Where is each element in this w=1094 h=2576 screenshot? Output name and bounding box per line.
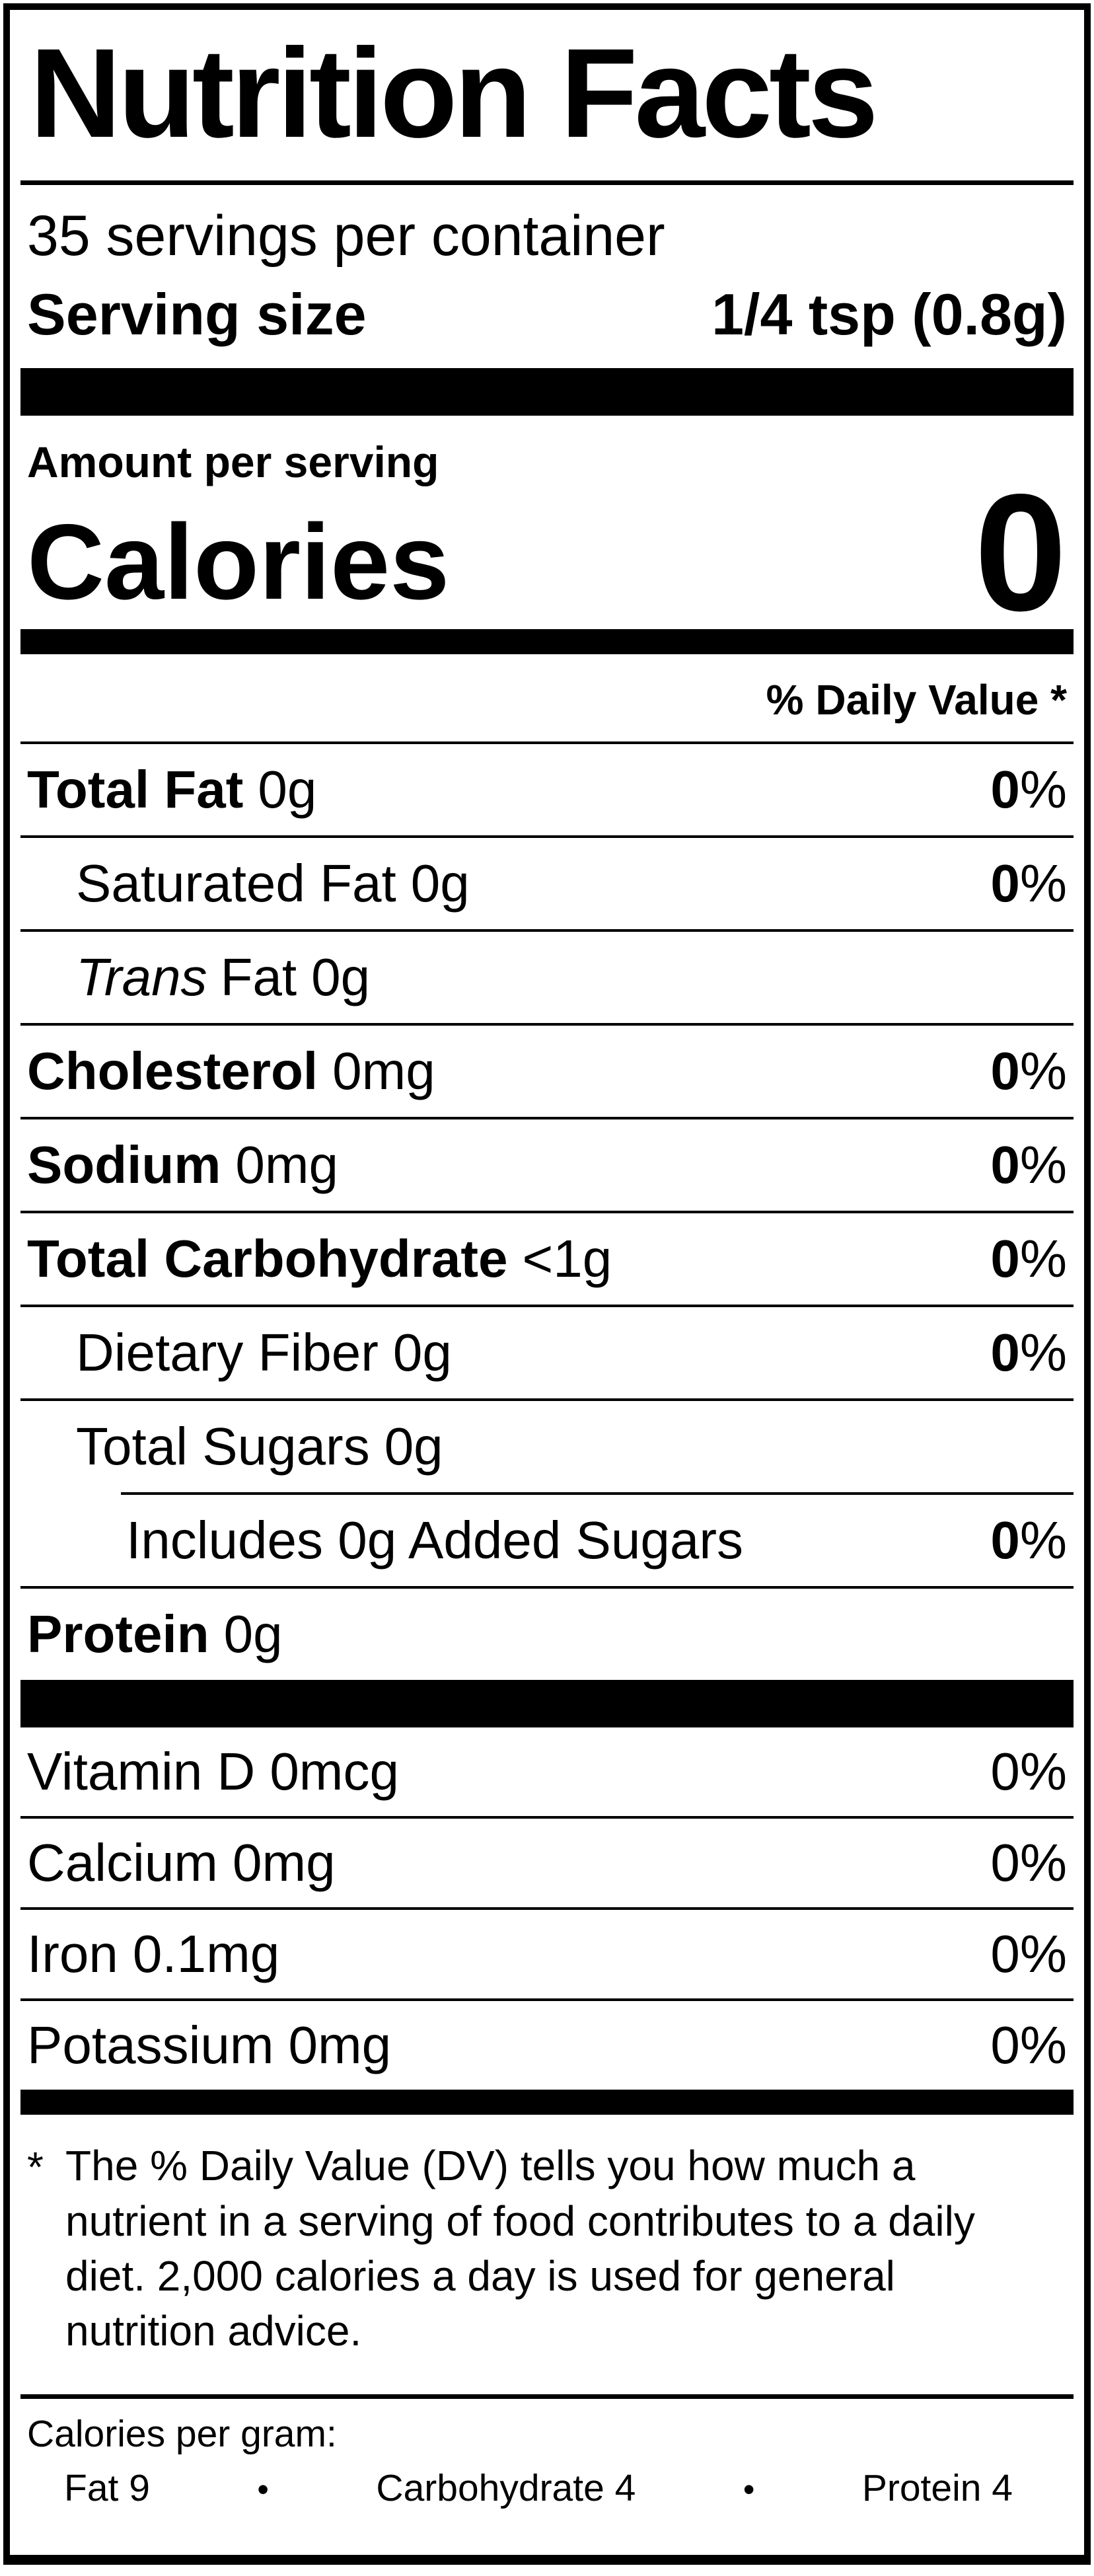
separator — [20, 1998, 1074, 2002]
nutrient-name-amount: Includes 0g Added Sugars — [126, 1511, 744, 1570]
separator-indented — [121, 1492, 1074, 1496]
calories-per-gram-line: Fat 9 • Carbohydrate 4 • Protein 4 — [20, 2456, 1074, 2535]
nutrient-name-amount: Calcium 0mg — [27, 1833, 336, 1893]
serving-size-row: Serving size 1/4 tsp (0.8g) — [20, 269, 1074, 368]
thick-bar-vitamins — [20, 1680, 1074, 1728]
nutrient-row-total-sugars: Total Sugars 0g — [20, 1401, 1074, 1492]
serving-size-value: 1/4 tsp (0.8g) — [711, 281, 1067, 347]
nutrient-name-amount: Total Sugars 0g — [76, 1417, 443, 1476]
daily-value: 0% — [990, 1511, 1067, 1570]
calories-value: 0 — [974, 459, 1067, 646]
servings-per-container: 35 servings per container — [27, 204, 665, 268]
separator — [20, 835, 1074, 839]
separator — [20, 929, 1074, 932]
calories-per-gram-heading: Calories per gram: — [27, 2413, 337, 2456]
daily-value: 0% — [990, 1042, 1067, 1101]
daily-value: 0% — [990, 1229, 1067, 1289]
footnote-asterisk: * — [27, 2143, 44, 2191]
nutrient-name-amount: Sodium 0mg — [27, 1135, 338, 1195]
nutrient-name-amount: Dietary Fiber 0g — [76, 1323, 452, 1383]
daily-value: 0% — [990, 760, 1067, 819]
amount-per-serving-label: Amount per serving — [27, 437, 439, 486]
thick-bar-top — [20, 367, 1074, 416]
bullet-separator: • — [743, 2471, 755, 2509]
separator — [20, 1211, 1074, 1214]
label-title: Nutrition Facts — [30, 22, 879, 164]
separator — [20, 741, 1074, 745]
nutrient-row-added-sugars: Includes 0g Added Sugars 0% — [20, 1495, 1074, 1586]
daily-value: 0% — [990, 1833, 1067, 1893]
daily-value: 0% — [990, 1742, 1067, 1801]
nutrient-row-cholesterol: Cholesterol 0mg 0% — [20, 1026, 1074, 1117]
footnote-text: The % Daily Value (DV) tells you how muc… — [65, 2142, 975, 2355]
separator — [20, 1023, 1074, 1026]
medium-bar-footnote — [20, 2090, 1074, 2115]
nutrient-name-amount: Vitamin D 0mcg — [27, 1742, 399, 1801]
bullet-separator: • — [257, 2471, 269, 2509]
nutrient-name-amount: Protein 0g — [27, 1605, 283, 1664]
nutrient-name-amount: Trans Fat 0g — [76, 948, 371, 1007]
daily-value: 0% — [990, 1135, 1067, 1195]
separator — [20, 1117, 1074, 1120]
nutrition-facts-label: Nutrition Facts 35 servings per containe… — [3, 3, 1091, 2565]
micronutrient-row-iron: Iron 0.1mg 0% — [20, 1910, 1074, 1998]
daily-value-header: % Daily Value * — [766, 676, 1067, 724]
separator — [20, 1816, 1074, 1819]
daily-value: 0% — [990, 1323, 1067, 1383]
footnote: * The % Daily Value (DV) tells you how m… — [20, 2115, 1074, 2394]
title-divider — [20, 180, 1074, 185]
footnote-divider — [20, 2394, 1074, 2400]
micronutrient-row-potassium: Potassium 0mg 0% — [20, 2001, 1074, 2090]
calories-row: Calories 0 — [20, 459, 1074, 646]
nutrient-name-amount: Total Carbohydrate <1g — [27, 1229, 612, 1289]
cpg-item-fat: Fat 9 — [64, 2467, 150, 2510]
nutrient-name-amount: Iron 0.1mg — [27, 1924, 280, 1984]
daily-value: 0% — [990, 854, 1067, 913]
separator — [20, 1907, 1074, 1911]
daily-value: 0% — [990, 1924, 1067, 1984]
micronutrient-row-calcium: Calcium 0mg 0% — [20, 1819, 1074, 1907]
nutrient-row-saturated-fat: Saturated Fat 0g 0% — [20, 838, 1074, 929]
separator — [20, 1398, 1074, 1402]
micronutrient-row-vitamin-d: Vitamin D 0mcg 0% — [20, 1727, 1074, 1816]
nutrient-name-amount: Total Fat 0g — [27, 760, 317, 819]
calories-label: Calories — [27, 502, 450, 623]
separator — [20, 1305, 1074, 1308]
nutrient-row-total-carbohydrate: Total Carbohydrate <1g 0% — [20, 1213, 1074, 1305]
cpg-item-protein: Protein 4 — [861, 2467, 1013, 2510]
separator — [20, 1586, 1074, 1589]
daily-value: 0% — [990, 2016, 1067, 2075]
nutrient-name-amount: Potassium 0mg — [27, 2016, 392, 2075]
nutrient-row-trans-fat: Trans Fat 0g — [20, 932, 1074, 1023]
nutrient-row-dietary-fiber: Dietary Fiber 0g 0% — [20, 1307, 1074, 1398]
nutrient-row-sodium: Sodium 0mg 0% — [20, 1119, 1074, 1211]
medium-bar-calories — [20, 629, 1074, 655]
nutrient-name-amount: Cholesterol 0mg — [27, 1042, 435, 1101]
cpg-item-carbohydrate: Carbohydrate 4 — [376, 2467, 636, 2510]
nutrient-name-amount: Saturated Fat 0g — [76, 854, 470, 913]
nutrient-row-total-fat: Total Fat 0g 0% — [20, 744, 1074, 835]
nutrient-row-protein: Protein 0g — [20, 1589, 1074, 1680]
serving-size-label: Serving size — [27, 281, 367, 347]
